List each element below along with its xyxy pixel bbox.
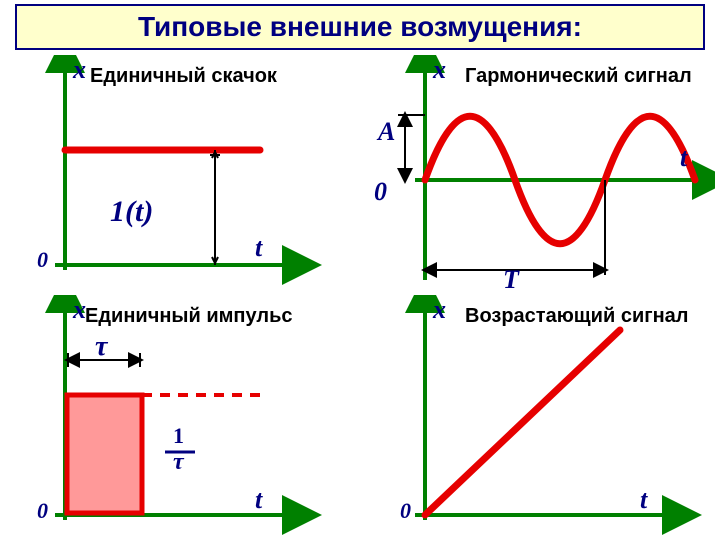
origin-label-harm: 0: [374, 177, 387, 207]
chart-svg-impulse: [15, 295, 360, 535]
frac-bot: τ: [173, 449, 184, 476]
chart-impulse: Единичный импульс x t 0 τ 1 τ: [15, 295, 360, 535]
y-label-ramp: x: [433, 295, 446, 325]
chart-unit-step: Единичный скачок x t 0 1(t): [15, 55, 360, 295]
chart-harmonic: Гармонический сигнал x t 0 A T: [370, 55, 715, 295]
origin-label-imp: 0: [37, 498, 48, 524]
chart-svg-ramp: [370, 295, 715, 535]
x-label-step: t: [255, 233, 262, 263]
origin-label-step: 0: [37, 247, 48, 273]
chart-ramp: Возрастающий сигнал x t 0: [370, 295, 715, 535]
tau-label: τ: [95, 331, 107, 363]
origin-label-ramp: 0: [400, 498, 411, 524]
frac-top: 1: [173, 423, 184, 449]
x-label-imp: t: [255, 485, 262, 515]
y-label-step: x: [73, 55, 86, 85]
inner-label-step: 1(t): [110, 195, 153, 229]
amplitude-label: A: [378, 117, 395, 147]
main-title: Типовые внешние возмущения:: [15, 4, 705, 50]
y-label-imp: x: [73, 295, 86, 325]
x-label-ramp: t: [640, 485, 647, 515]
period-label: T: [503, 265, 519, 295]
y-label-harm: x: [433, 55, 446, 85]
x-label-harm: t: [680, 143, 687, 173]
chart-svg-harmonic: [370, 55, 715, 295]
chart-svg-step: [15, 55, 360, 295]
